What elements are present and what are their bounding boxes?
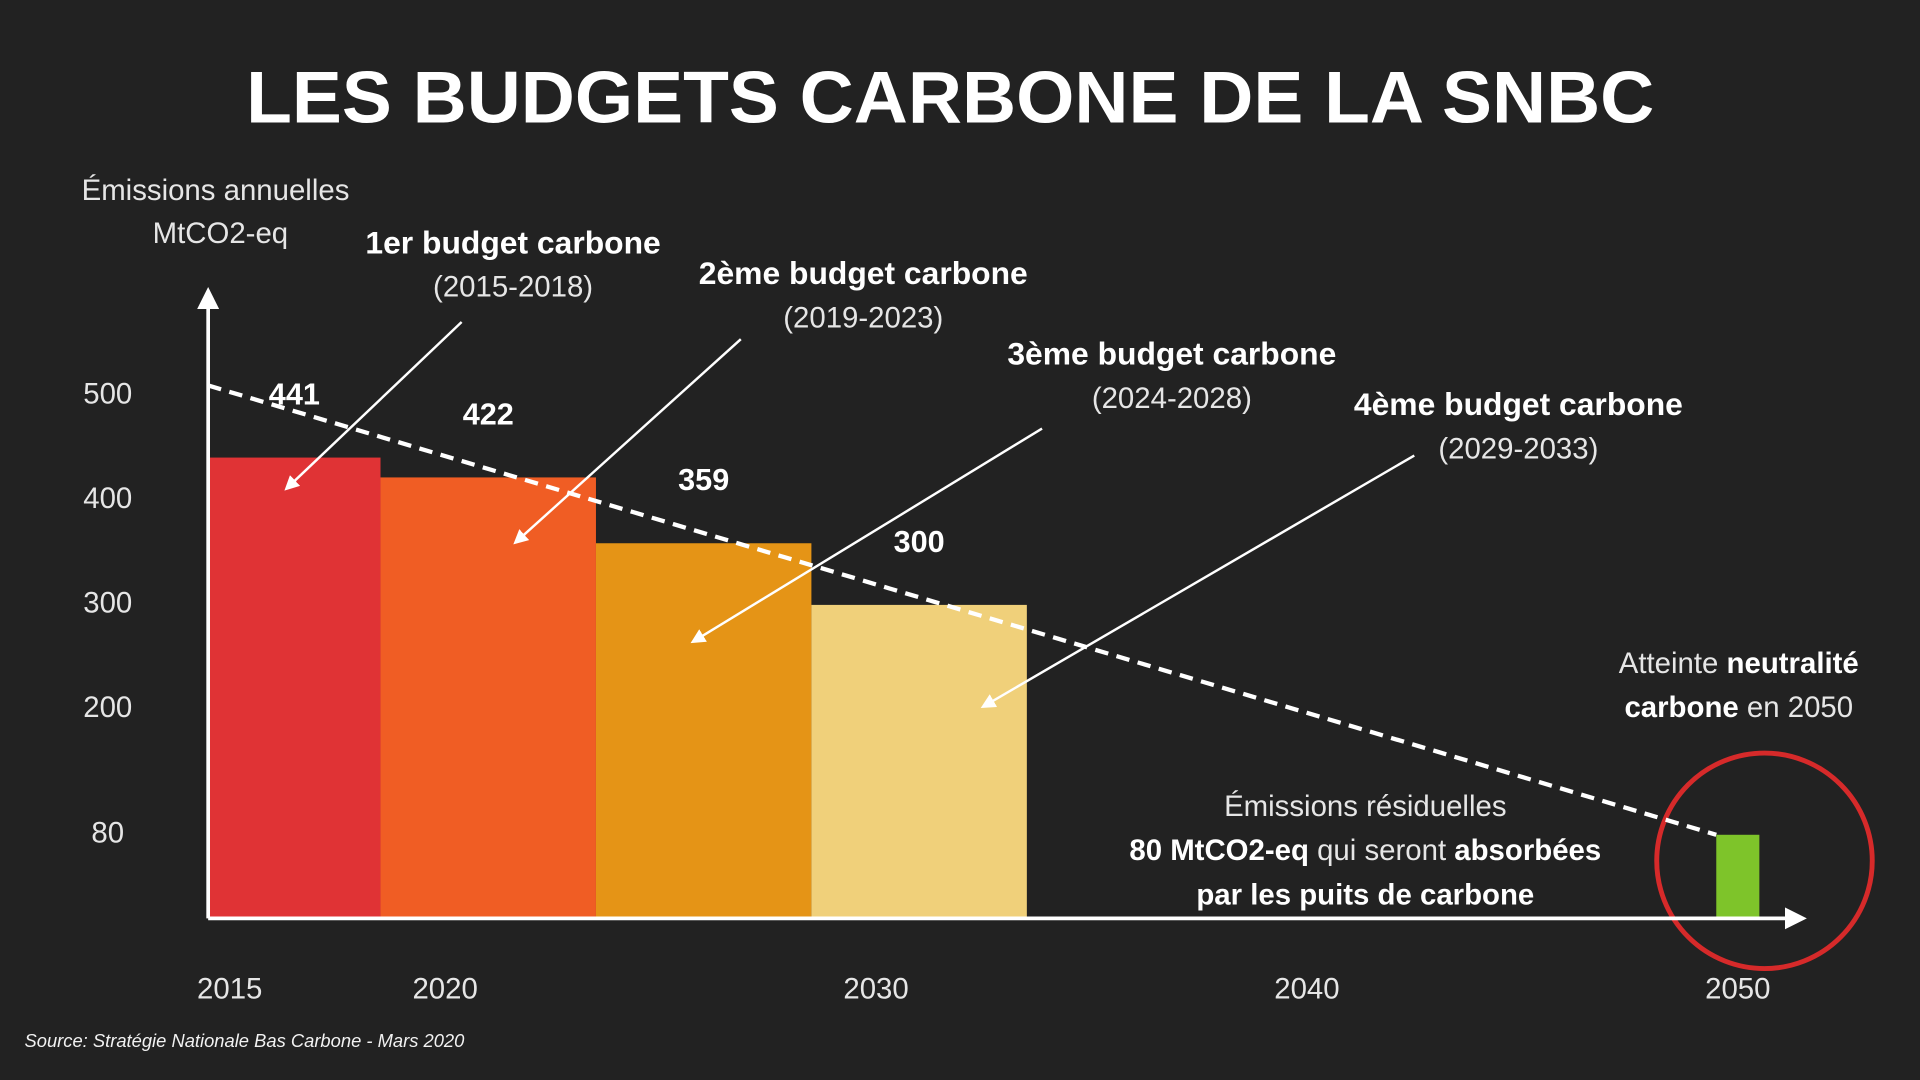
budget-name: 4ème budget carbone [1354,386,1683,422]
y-tick-label: 80 [91,817,124,850]
annotation-text: Atteinte [1619,647,1727,680]
y-tick-label: 400 [83,482,132,515]
bar [208,457,381,919]
annotation-text: en 2050 [1739,691,1853,724]
annotation-arrow [980,454,1415,709]
budget-name: 2ème budget carbone [699,255,1028,291]
x-tick-label: 2015 [197,972,262,1005]
y-tick-label: 300 [83,587,132,620]
budget-period: (2015-2018) [433,271,593,304]
budget-period: (2024-2028) [1092,382,1252,415]
annotation-bold: 80 MtCO2-eq [1129,834,1309,867]
y-axis-label: Émissions annuelles [82,174,350,207]
data-label: 422 [463,397,514,431]
x-tick-label: 2040 [1274,972,1339,1005]
annotation-bold: carbone [1624,691,1738,724]
budget-period: (2029-2033) [1438,432,1598,465]
x-tick-label: 2050 [1705,972,1770,1005]
y-tick-label: 500 [83,378,132,411]
annotation-bold: par les puits de carbone [1196,878,1534,911]
annotation-arrow [513,338,742,545]
x-tick-label: 2020 [412,972,477,1005]
annotation-text: Émissions résiduelles [1224,790,1506,823]
annotation: Émissions résiduelles [1224,790,1506,823]
data-label: 359 [678,463,729,497]
chart-title: LES BUDGETS CARBONE DE LA SNBC [246,55,1654,138]
y-axis-label: MtCO2-eq [153,217,289,250]
data-label: 300 [894,525,945,559]
bar [595,543,812,919]
bar [380,477,596,919]
budget-name: 3ème budget carbone [1007,336,1336,372]
annotation: carbone en 2050 [1624,691,1853,724]
annotation-text: qui seront [1309,834,1454,867]
annotation: Atteinte neutralité [1619,647,1859,680]
annotation: par les puits de carbone [1196,878,1534,911]
budget-period: (2019-2023) [783,301,943,334]
highlight-circle [1654,750,1875,972]
trend-line [207,383,1717,837]
annotation-arrow [284,321,463,491]
y-tick-label: 200 [83,691,132,724]
annotation-bold: neutralité [1727,647,1859,680]
bar [1716,834,1760,919]
bar [811,604,1027,919]
annotation-bold: absorbées [1454,834,1601,867]
x-tick-label: 2030 [843,972,908,1005]
source-note: Source: Stratégie Nationale Bas Carbone … [24,1030,465,1051]
annotation-arrow [690,427,1043,644]
annotation: 80 MtCO2-eq qui seront absorbées [1129,834,1601,867]
annotation-arrows [284,321,1415,709]
budget-name: 1er budget carbone [365,224,660,260]
